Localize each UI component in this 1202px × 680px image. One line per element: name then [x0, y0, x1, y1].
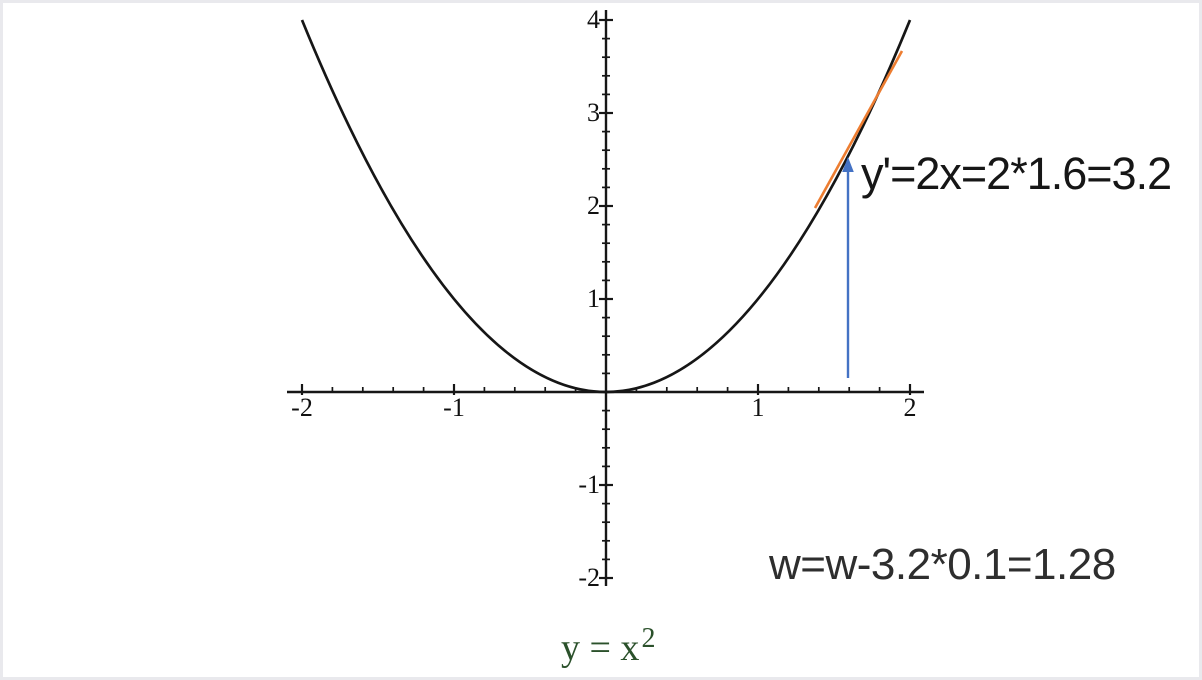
- y-tick-label: 3: [587, 98, 600, 127]
- arrow-head-icon: [842, 157, 854, 172]
- y-tick-label: 4: [587, 5, 600, 34]
- x-tick-label: 2: [903, 393, 917, 422]
- formula-base: y = x: [561, 627, 640, 669]
- x-tick-label: -2: [291, 393, 313, 422]
- y-tick-label: 2: [587, 191, 600, 220]
- x-tick-label: 1: [751, 393, 765, 422]
- weight-update-annotation: w=w-3.2*0.1=1.28: [769, 540, 1116, 589]
- x-tick-label: -1: [443, 393, 465, 422]
- y-axis-ticks: [599, 18, 613, 580]
- function-plot: [287, 10, 924, 586]
- tangent-point-arrow: [842, 157, 854, 378]
- formula-exponent: 2: [641, 623, 656, 654]
- y-tick-label: 1: [587, 284, 600, 313]
- tangent-line: [813, 50, 904, 209]
- x-axis-ticks: [300, 384, 912, 395]
- function-formula: y = x2: [561, 623, 655, 670]
- derivative-annotation: y'=2x=2*1.6=3.2: [861, 148, 1172, 199]
- y-tick-label: -2: [578, 563, 600, 592]
- parabola-curve: [300, 19, 912, 394]
- y-tick-label: -1: [578, 470, 600, 499]
